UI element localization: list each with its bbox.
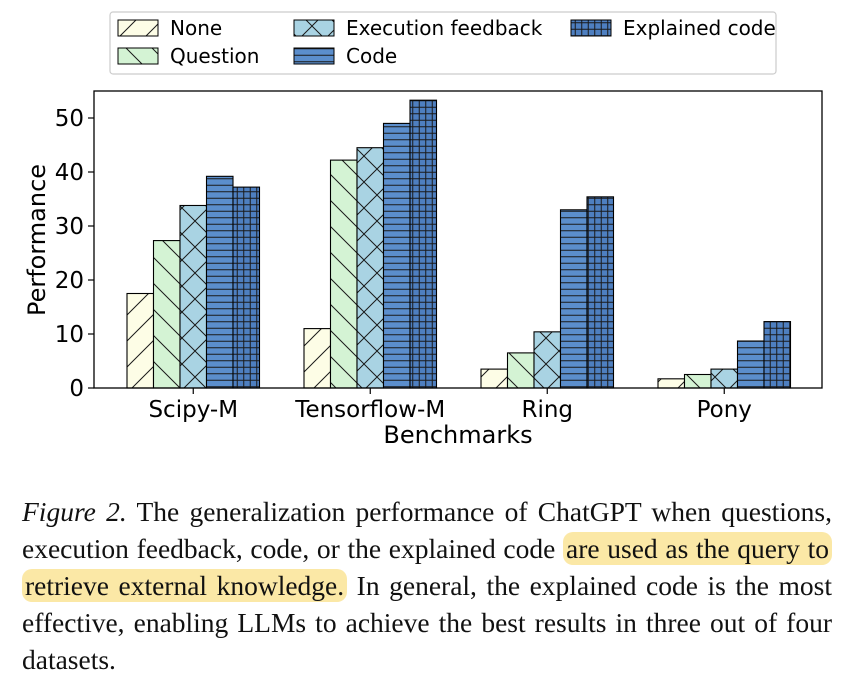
legend-label-explained-code: Explained code (623, 16, 776, 40)
bar-hatch-tensorflow-m-execution-feedback (356, 147, 385, 389)
y-axis-label: Performance (23, 164, 51, 316)
legend-label-question: Question (170, 44, 259, 68)
y-tick-label: 40 (55, 160, 84, 186)
legend-label-none: None (170, 16, 222, 40)
x-tick-label: Pony (697, 397, 752, 423)
y-tick-label: 0 (69, 376, 84, 402)
bars-layer (126, 99, 792, 389)
y-tick-label: 50 (55, 106, 84, 132)
bar-hatch-ring-question (506, 352, 535, 389)
caption-text-after: In general, the explained code is the mo… (22, 570, 832, 675)
bar-hatch-tensorflow-m-code (382, 122, 411, 389)
figure-caption: Figure 2. The generalization performance… (22, 493, 832, 678)
bar-hatch-scipy-m-explained-code (232, 186, 261, 389)
y-tick-label: 30 (55, 214, 84, 240)
x-axis-label: Benchmarks (383, 421, 532, 449)
caption-label: Figure 2. (22, 496, 127, 527)
y-axis: 0 10 20 30 40 50 (55, 106, 94, 402)
bar-hatch-scipy-m-execution-feedback (179, 204, 208, 389)
bar-hatch-scipy-m-code (205, 175, 234, 389)
y-tick-label: 10 (55, 322, 84, 348)
bar-hatch-tensorflow-m-explained-code (409, 99, 438, 389)
bar-hatch-ring-execution-feedback (533, 331, 562, 389)
x-tick-label: Ring (521, 397, 573, 423)
bar-hatch-ring-code (559, 209, 588, 389)
legend-swatch-hatch-explained-code (570, 19, 612, 37)
x-tick-label: Scipy-M (148, 397, 238, 423)
bar-hatch-scipy-m-none (126, 292, 155, 389)
legend-swatch-hatch-execution-feedback (293, 19, 335, 37)
x-tick-label: Tensorflow-M (294, 397, 445, 423)
bar-hatch-pony-none (657, 378, 686, 389)
bar-hatch-tensorflow-m-none (303, 328, 332, 389)
legend-swatch-hatch-none (117, 19, 159, 37)
plot-frame (93, 90, 823, 389)
bar-hatch-scipy-m-question (152, 240, 181, 389)
y-tick-label: 20 (55, 268, 84, 294)
caption-text-before: The generalization performance of ChatGP… (22, 496, 832, 564)
bar-hatch-ring-explained-code (586, 196, 615, 389)
legend: None Question Execution feedback Code Explai… (109, 11, 777, 75)
x-axis: Scipy-M Tensorflow-M Ring Pony (148, 388, 752, 423)
legend-swatch-hatch-question (117, 47, 159, 65)
legend-label-execution-feedback: Execution feedback (346, 16, 543, 40)
legend-swatch-hatch-code (293, 47, 335, 65)
bar-hatch-pony-explained-code (763, 321, 792, 389)
bar-hatch-pony-question (683, 373, 712, 389)
bar-hatch-ring-none (480, 368, 509, 389)
legend-label-code: Code (346, 44, 397, 68)
bar-hatch-tensorflow-m-question (329, 159, 358, 389)
bar-hatch-pony-execution-feedback (710, 368, 739, 389)
bar-hatch-pony-code (736, 340, 765, 389)
